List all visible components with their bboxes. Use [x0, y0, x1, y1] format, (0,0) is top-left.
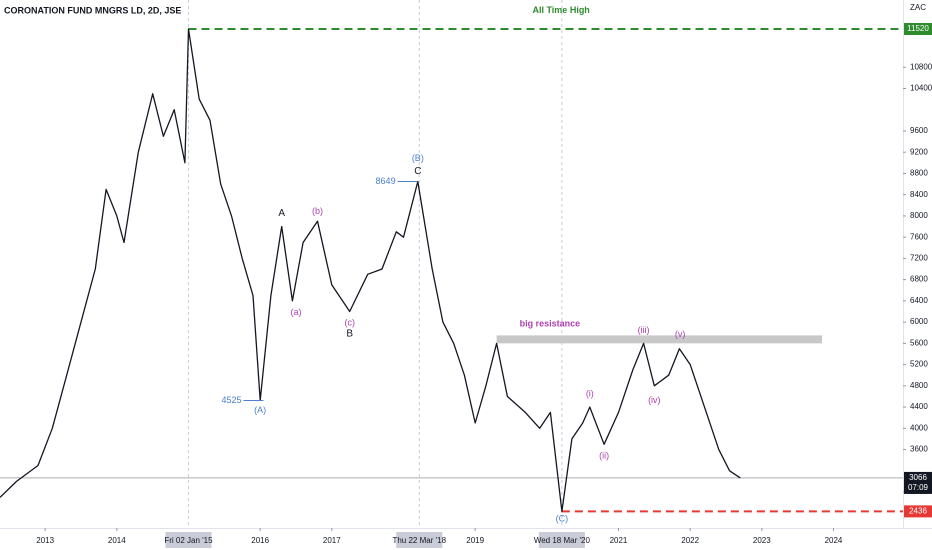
y-tick-label: 8800 — [910, 169, 928, 178]
annotation: (c) — [344, 318, 355, 328]
resistance-zone — [496, 335, 823, 344]
x-tick-label: Wed 18 Mar '20 — [534, 536, 591, 545]
x-tick-label: 2017 — [323, 536, 341, 545]
y-tick-label: 6800 — [910, 275, 928, 284]
x-tick-label: 2021 — [610, 536, 628, 545]
y-tick-label: 8000 — [910, 211, 928, 220]
y-tick-label: 10400 — [910, 84, 932, 93]
x-tick-label: 2016 — [251, 536, 269, 545]
price-label: 3066 — [909, 473, 927, 482]
annotation: All Time High — [532, 5, 589, 15]
x-tick-highlight — [165, 532, 212, 548]
x-tick-label: Thu 22 Mar '18 — [392, 536, 446, 545]
countdown-label: 07:09 — [908, 483, 929, 492]
annotation: 4525 — [221, 395, 241, 405]
annotation: (iii) — [638, 325, 650, 335]
y-tick-label: 7200 — [910, 254, 928, 263]
y-tick-label: 5200 — [910, 360, 928, 369]
y-tick-label: 4000 — [910, 423, 928, 432]
annotation: (i) — [586, 389, 594, 399]
x-tick-label: Fri 02 Jan '15 — [164, 536, 213, 545]
annotation: A — [278, 208, 285, 219]
y-tick-label: 4400 — [910, 402, 928, 411]
y-tick-label: 6000 — [910, 317, 928, 326]
annotation: (iv) — [648, 395, 661, 405]
x-tick-label: 2019 — [466, 536, 484, 545]
price-label-box — [904, 471, 932, 494]
chart-title: CORONATION FUND MNGRS LD, 2D, JSE — [4, 5, 181, 15]
y-tick-label: 6400 — [910, 296, 928, 305]
annotation: (ii) — [599, 450, 609, 460]
annotation: (b) — [312, 206, 323, 216]
price-label: 2436 — [909, 506, 927, 515]
annotation: (v) — [675, 329, 686, 339]
x-tick-label: 2022 — [681, 536, 699, 545]
annotation: C — [414, 166, 421, 177]
y-tick-label: 9600 — [910, 126, 928, 135]
y-tick-label: 8400 — [910, 190, 928, 199]
annotation: 8649 — [376, 176, 396, 186]
y-tick-label: 5600 — [910, 338, 928, 347]
x-tick-label: 2024 — [825, 536, 843, 545]
y-tick-label: 4800 — [910, 381, 928, 390]
x-tick-highlight — [396, 532, 443, 548]
annotation: (A) — [254, 405, 266, 415]
annotation: (a) — [290, 307, 301, 317]
price-label: 11520 — [907, 24, 929, 33]
x-tick-label: 2013 — [36, 536, 54, 545]
y-tick-label: 7600 — [910, 232, 928, 241]
annotation: (C) — [556, 514, 569, 524]
y-tick-label: 9200 — [910, 147, 928, 156]
price-label-box — [904, 505, 932, 518]
price-label-box — [904, 22, 932, 35]
currency-label: ZAC — [910, 3, 926, 12]
y-tick-label: 3600 — [910, 445, 928, 454]
y-tick-label: 10800 — [910, 62, 932, 71]
annotation: big resistance — [520, 319, 581, 329]
annotation: (B) — [412, 153, 424, 163]
x-tick-label: 2014 — [108, 536, 126, 545]
price-line — [0, 28, 741, 513]
x-tick-highlight — [538, 532, 585, 548]
annotation: B — [346, 328, 353, 339]
x-tick-label: 2023 — [753, 536, 771, 545]
